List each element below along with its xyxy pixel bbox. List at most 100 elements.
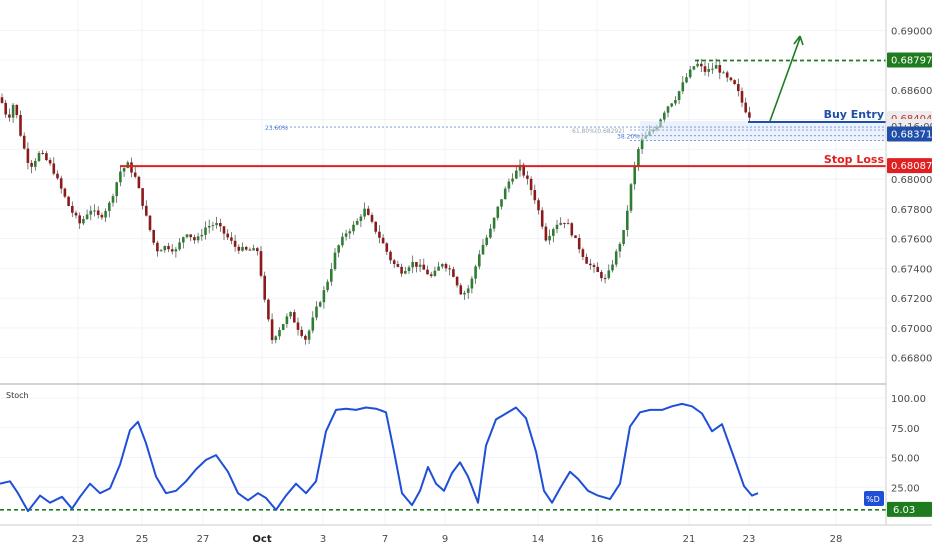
candle-body xyxy=(444,264,448,269)
candle-body xyxy=(404,271,407,274)
candle-body xyxy=(71,206,74,213)
stoch-layer: Stoch xyxy=(0,391,886,513)
candle-body xyxy=(740,91,744,103)
candle-body xyxy=(322,290,326,303)
candle-body xyxy=(400,266,403,274)
candle-body xyxy=(637,149,640,166)
fib-label: 61.80%(0.68292) xyxy=(572,128,624,135)
candle-body xyxy=(285,316,289,325)
candle-body xyxy=(437,266,440,271)
time-tick-label: 3 xyxy=(320,534,326,545)
candle-body xyxy=(182,237,185,243)
candle-body xyxy=(211,225,215,227)
candle-body xyxy=(148,215,152,231)
candle-body xyxy=(193,237,196,241)
candle-body xyxy=(518,164,522,171)
candle-body xyxy=(426,269,429,275)
candle-body xyxy=(174,249,178,252)
candle-body xyxy=(241,246,244,251)
candle-body xyxy=(485,237,488,245)
candle-body xyxy=(96,210,100,215)
candle-body xyxy=(392,260,396,265)
candle-body xyxy=(93,210,96,212)
candle-body xyxy=(48,160,52,164)
candle-body xyxy=(725,72,729,78)
candles-layer xyxy=(0,58,751,345)
candle-body xyxy=(52,163,56,174)
stoch-tick-label: 50.00 xyxy=(891,454,920,465)
time-tick-label: 27 xyxy=(197,534,210,545)
candle-body xyxy=(614,251,618,265)
candle-body xyxy=(685,77,688,83)
candle-body xyxy=(307,330,311,340)
candle-body xyxy=(56,173,59,179)
candle-body xyxy=(145,205,148,216)
candle-body xyxy=(533,190,537,201)
candle-body xyxy=(718,65,722,73)
candle-body xyxy=(703,66,707,72)
candle-body xyxy=(359,216,363,221)
candle-body xyxy=(415,261,418,267)
price-tick-label: 0.67800 xyxy=(891,205,932,216)
candle-body xyxy=(744,102,747,113)
candle-body xyxy=(26,148,30,163)
chart-grid xyxy=(0,0,886,525)
candle-body xyxy=(529,178,533,191)
price-tick-label: 0.66800 xyxy=(891,354,932,365)
candle-body xyxy=(681,82,685,92)
stoch-tick-label: 25.00 xyxy=(891,483,920,494)
candle-body xyxy=(89,210,93,215)
candle-body xyxy=(407,267,411,272)
candle-body xyxy=(15,104,19,115)
candle-body xyxy=(296,322,300,330)
price-badge xyxy=(887,52,932,68)
stoch-d-line xyxy=(0,402,759,513)
candle-body xyxy=(581,249,585,257)
candle-body xyxy=(640,138,644,150)
candle-body xyxy=(278,329,281,337)
candle-body xyxy=(289,312,292,317)
candle-body xyxy=(441,264,444,267)
candle-body xyxy=(729,77,733,81)
candle-body xyxy=(252,248,255,251)
stoch-tick-label: 75.00 xyxy=(891,424,920,435)
candle-body xyxy=(111,196,115,203)
candle-body xyxy=(577,237,581,250)
candle-body xyxy=(492,217,496,229)
candle-body xyxy=(163,245,167,251)
candle-body xyxy=(167,245,170,250)
candle-body xyxy=(481,244,485,255)
candle-body xyxy=(233,240,237,247)
candle-body xyxy=(122,168,126,172)
candle-body xyxy=(589,263,592,266)
candle-body xyxy=(41,152,44,154)
candle-body xyxy=(274,336,278,341)
candle-body xyxy=(526,175,529,179)
candle-body xyxy=(544,226,548,241)
candle-body xyxy=(507,181,511,189)
time-tick-label: 23 xyxy=(743,534,756,545)
price-tick-label: 0.67400 xyxy=(891,264,932,275)
candle-body xyxy=(363,208,366,217)
candle-body xyxy=(344,233,348,237)
price-badge-label: 0.68797 xyxy=(891,56,932,67)
time-tick-label: 23 xyxy=(72,534,85,545)
candle-body xyxy=(522,164,525,176)
candle-body xyxy=(607,270,611,279)
candle-body xyxy=(559,222,562,225)
candle-body xyxy=(304,335,307,340)
candle-body xyxy=(537,200,540,211)
price-tick-label: 0.67000 xyxy=(891,324,932,335)
time-tick-label: 14 xyxy=(532,534,545,545)
fib-label: 23.60% xyxy=(265,125,288,132)
candle-body xyxy=(67,196,70,207)
candle-body xyxy=(152,230,155,243)
candle-body xyxy=(156,242,159,252)
candle-body xyxy=(663,112,666,120)
time-tick-label: 9 xyxy=(442,534,448,545)
candle-body xyxy=(585,256,588,264)
candle-body xyxy=(74,212,78,216)
stoch-legend-label: %D xyxy=(866,495,880,504)
candle-body xyxy=(133,172,137,177)
candle-body xyxy=(267,299,270,320)
